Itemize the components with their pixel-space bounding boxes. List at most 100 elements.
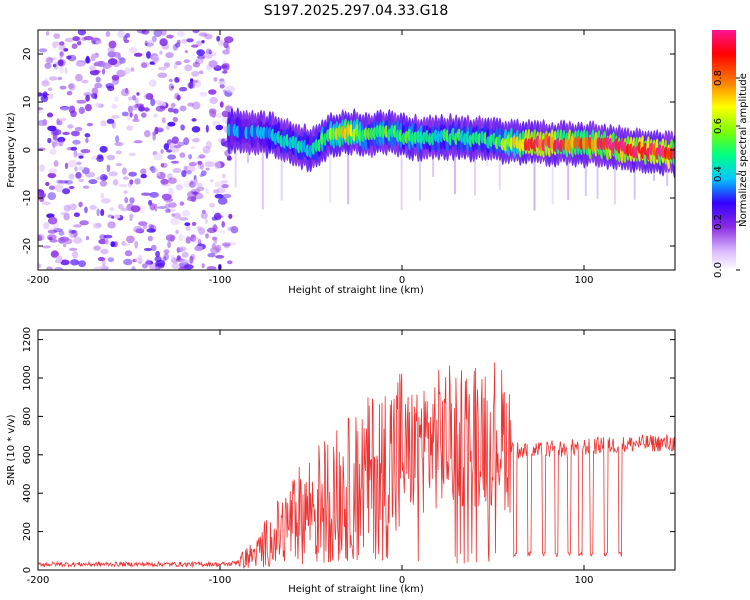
noise-blob (177, 246, 187, 252)
snr-x-tick-label: 0 (399, 575, 405, 586)
noise-blob (152, 133, 156, 141)
noise-blob (100, 264, 108, 270)
noise-blob (152, 55, 160, 64)
noise-blob (198, 227, 206, 235)
noise-blob (181, 170, 187, 178)
noise-blob (150, 98, 156, 107)
noise-blob (111, 114, 120, 119)
noise-blob (125, 235, 135, 244)
noise-blob (98, 238, 108, 245)
noise-blob (170, 160, 179, 164)
noise-blob (169, 142, 176, 149)
snr-y-tick-label: 600 (22, 445, 33, 464)
noise-blob (167, 121, 176, 127)
noise-blob (192, 236, 201, 244)
noise-blob (76, 99, 87, 104)
snr-frame (37, 329, 676, 571)
noise-blob (99, 145, 108, 153)
noise-blob (148, 224, 154, 229)
noise-blob (117, 203, 124, 210)
noise-blob (180, 258, 188, 264)
noise-blob (46, 266, 53, 270)
noise-blob (170, 102, 176, 108)
noise-blob (59, 51, 64, 57)
noise-blob (145, 93, 154, 100)
noise-blob (166, 34, 174, 39)
noise-blob (209, 96, 218, 105)
noise-blob (110, 241, 116, 248)
noise-blob (193, 179, 198, 184)
colorbar: 0.0 0.2 0.4 0.6 0.8 Normalized spectral ampl… (712, 30, 749, 278)
snr-series-line (38, 362, 675, 569)
noise-blob (221, 64, 228, 69)
noise-blob (118, 183, 128, 188)
noise-blob (46, 112, 54, 118)
streak (453, 127, 456, 195)
noise-blob (169, 145, 180, 153)
noise-blob (196, 49, 205, 56)
noise-blob (220, 229, 226, 235)
noise-blob (213, 239, 218, 244)
noise-blob (113, 96, 119, 102)
noise-blob (129, 46, 138, 54)
noise-blob (135, 228, 143, 234)
noise-blob (131, 95, 137, 101)
noise-blob (114, 142, 124, 147)
noise-blob (195, 182, 203, 187)
noise-blob (48, 236, 53, 241)
noise-blob (163, 249, 170, 254)
noise-blob (133, 140, 143, 144)
noise-blob (47, 216, 58, 225)
noise-blob (66, 90, 73, 96)
noise-blob (185, 236, 191, 244)
noise-blob (102, 175, 108, 180)
noise-blob (45, 57, 54, 64)
noise-blob (47, 125, 57, 132)
noise-blob (183, 264, 194, 270)
noise-blob (59, 41, 65, 46)
noise-blob (167, 241, 172, 249)
noise-blob (48, 185, 56, 190)
noise-blob (146, 228, 156, 233)
noise-blob (116, 69, 126, 78)
noise-blob (42, 245, 51, 249)
noise-blob (157, 206, 167, 209)
noise-blob (156, 171, 166, 180)
noise-blob (183, 180, 192, 188)
spectrogram-x-tick-label: -200 (27, 275, 50, 286)
noise-blob (163, 62, 171, 68)
snr-y-tick-label: 1000 (22, 365, 33, 390)
noise-blob (159, 38, 168, 47)
noise-blob (102, 68, 106, 75)
noise-blob (165, 52, 174, 59)
noise-blob (127, 105, 133, 114)
noise-blob (75, 73, 83, 82)
spectrogram-x-tick-label: 100 (574, 275, 593, 286)
noise-blob (46, 31, 50, 36)
noise-blob (42, 119, 48, 126)
noise-blob (221, 184, 229, 189)
noise-blob (63, 213, 70, 221)
noise-blob (209, 202, 215, 208)
spectrogram-y-tick-label: 0 (22, 147, 33, 153)
noise-blob (100, 192, 104, 199)
noise-blob (108, 40, 117, 49)
noise-blob (172, 167, 182, 174)
noise-blob (123, 39, 130, 43)
noise-blob (179, 105, 187, 112)
noise-blob (39, 164, 45, 173)
noise-blob (212, 236, 218, 241)
noise-blob (219, 101, 224, 108)
noise-blob (53, 222, 59, 230)
noise-blob (177, 141, 185, 147)
noise-blob (157, 72, 168, 79)
noise-blob (94, 82, 103, 89)
noise-blob (215, 124, 224, 131)
snr-x-tick-label: -100 (209, 575, 232, 586)
noise-blob (119, 57, 126, 64)
noise-blob (134, 178, 141, 185)
noise-blob (72, 36, 80, 42)
noise-blob (226, 157, 233, 161)
noise-blob (180, 124, 185, 131)
